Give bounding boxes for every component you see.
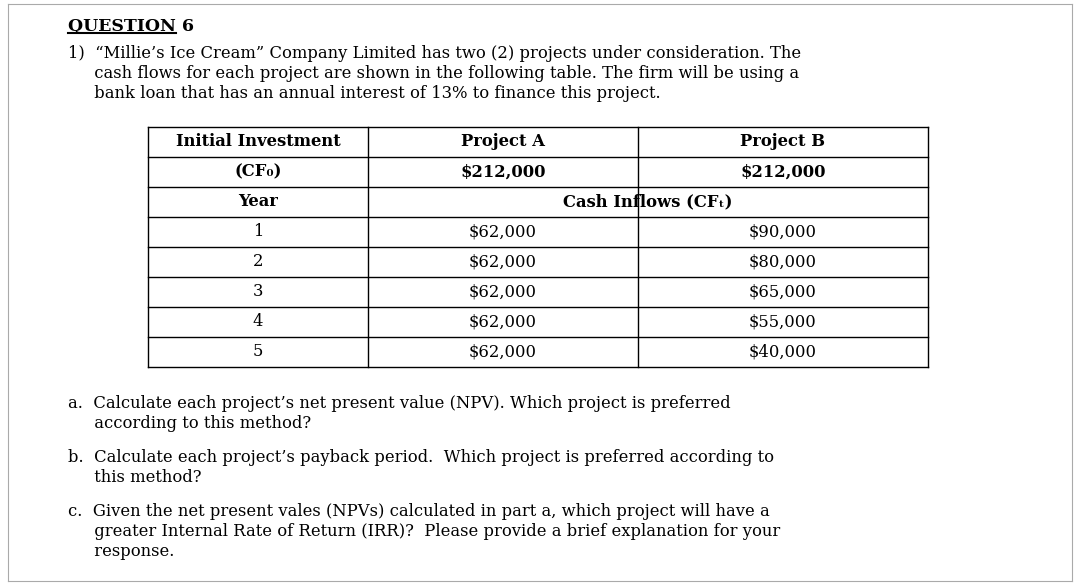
- Text: this method?: this method?: [68, 469, 202, 486]
- Text: Project A: Project A: [461, 133, 545, 150]
- Text: $62,000: $62,000: [469, 284, 537, 301]
- Text: $212,000: $212,000: [740, 163, 826, 181]
- Text: 4: 4: [253, 314, 264, 331]
- Text: $55,000: $55,000: [750, 314, 816, 331]
- Text: Cash Inflows (CFₜ): Cash Inflows (CFₜ): [564, 194, 732, 211]
- Text: $40,000: $40,000: [750, 343, 816, 360]
- Text: 3: 3: [253, 284, 264, 301]
- Text: greater Internal Rate of Return (IRR)?  Please provide a brief explanation for y: greater Internal Rate of Return (IRR)? P…: [68, 523, 780, 540]
- Text: QUESTION 6: QUESTION 6: [68, 18, 194, 35]
- Text: a.  Calculate each project’s net present value (NPV). Which project is preferred: a. Calculate each project’s net present …: [68, 395, 731, 412]
- Text: (CF₀): (CF₀): [234, 163, 282, 181]
- Text: 5: 5: [253, 343, 264, 360]
- Text: 2: 2: [253, 253, 264, 270]
- Text: $62,000: $62,000: [469, 343, 537, 360]
- Text: 1)  “Millie’s Ice Cream” Company Limited has two (2) projects under consideratio: 1) “Millie’s Ice Cream” Company Limited …: [68, 45, 801, 62]
- Text: response.: response.: [68, 543, 174, 560]
- Text: according to this method?: according to this method?: [68, 415, 311, 432]
- Text: bank loan that has an annual interest of 13% to finance this project.: bank loan that has an annual interest of…: [68, 85, 661, 102]
- Text: $80,000: $80,000: [750, 253, 816, 270]
- Text: $62,000: $62,000: [469, 314, 537, 331]
- Text: cash flows for each project are shown in the following table. The firm will be u: cash flows for each project are shown in…: [68, 65, 799, 82]
- Text: Year: Year: [238, 194, 278, 211]
- Text: b.  Calculate each project’s payback period.  Which project is preferred accordi: b. Calculate each project’s payback peri…: [68, 449, 774, 466]
- Text: 1: 1: [253, 223, 264, 240]
- Text: $62,000: $62,000: [469, 223, 537, 240]
- Text: Initial Investment: Initial Investment: [176, 133, 340, 150]
- Text: $90,000: $90,000: [750, 223, 816, 240]
- Text: $65,000: $65,000: [750, 284, 816, 301]
- Text: $62,000: $62,000: [469, 253, 537, 270]
- Text: c.  Given the net present vales (NPVs) calculated in part a, which project will : c. Given the net present vales (NPVs) ca…: [68, 503, 770, 520]
- Text: $212,000: $212,000: [460, 163, 545, 181]
- Text: Project B: Project B: [741, 133, 825, 150]
